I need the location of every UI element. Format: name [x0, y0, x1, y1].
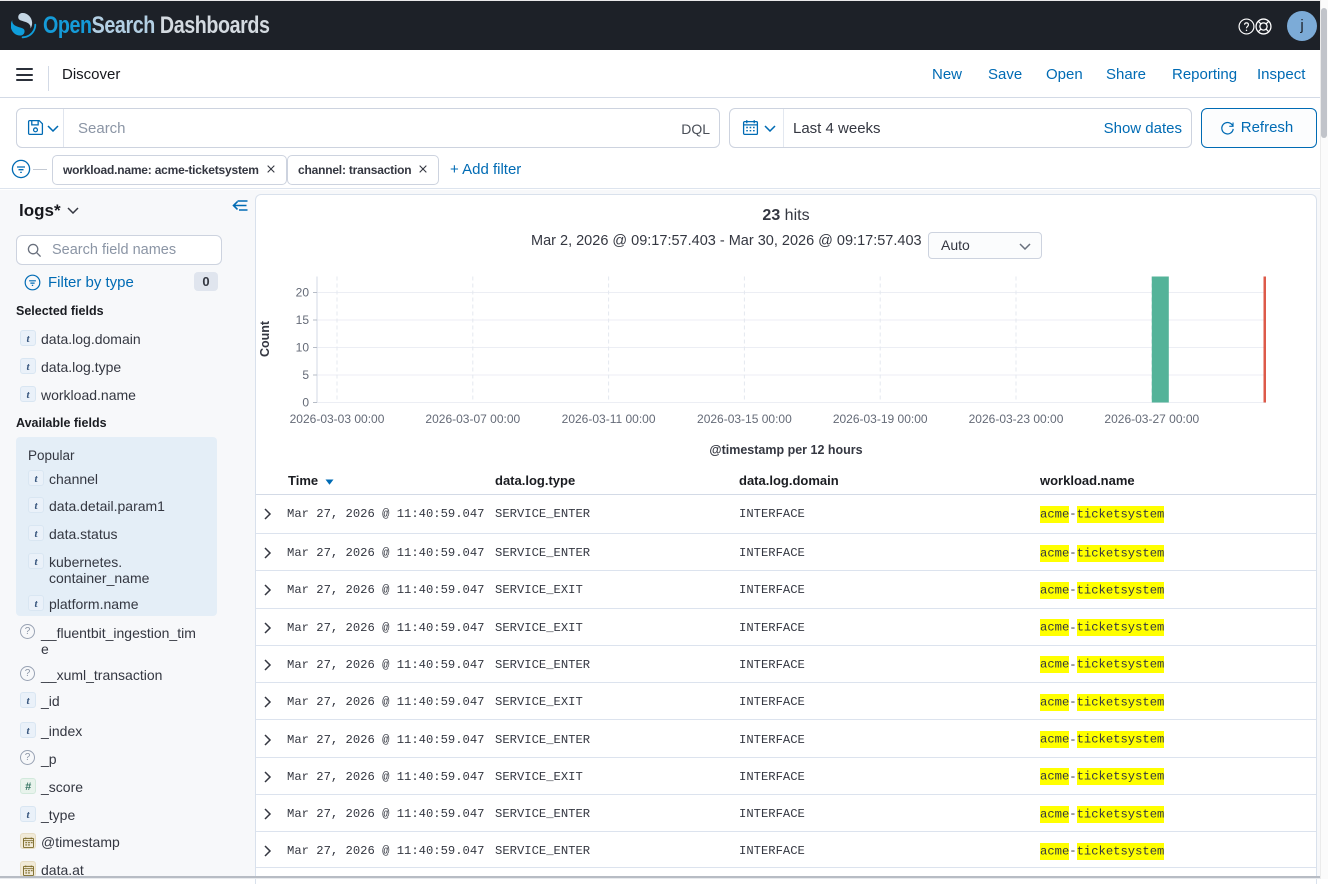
svg-text:2026-03-07 00:00: 2026-03-07 00:00: [425, 412, 520, 426]
svg-text:10: 10: [296, 341, 310, 355]
svg-text:15: 15: [296, 313, 310, 327]
svg-text:2026-03-03 00:00: 2026-03-03 00:00: [290, 412, 385, 426]
svg-text:5: 5: [302, 368, 309, 382]
svg-text:2026-03-23 00:00: 2026-03-23 00:00: [969, 412, 1064, 426]
svg-text:2026-03-27 00:00: 2026-03-27 00:00: [1104, 412, 1199, 426]
svg-text:2026-03-15 00:00: 2026-03-15 00:00: [697, 412, 792, 426]
svg-text:Count: Count: [258, 320, 272, 357]
svg-text:2026-03-19 00:00: 2026-03-19 00:00: [833, 412, 928, 426]
svg-text:0: 0: [302, 396, 309, 410]
svg-text:2026-03-11 00:00: 2026-03-11 00:00: [562, 412, 656, 426]
svg-text:20: 20: [296, 286, 310, 300]
